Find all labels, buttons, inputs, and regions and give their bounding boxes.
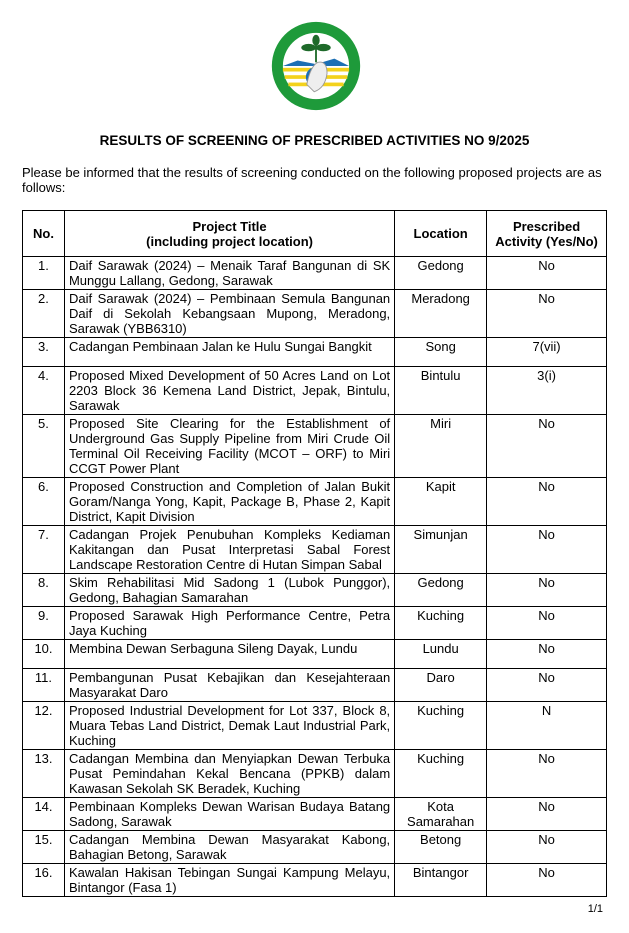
prescribed-activity: No xyxy=(486,830,607,864)
project-title: Cadangan Membina Dewan Masyarakat Kabong… xyxy=(63,830,396,864)
prescribed-activity: No xyxy=(486,289,607,338)
table-row: 15. Cadangan Membina Dewan Masyarakat Kab… xyxy=(22,830,607,864)
row-number: 1. xyxy=(22,256,65,290)
row-number: 15. xyxy=(22,830,65,864)
intro-text: Please be informed that the results of s… xyxy=(22,165,602,195)
location: Kuching xyxy=(394,701,488,750)
prescribed-activity: N xyxy=(486,701,607,750)
table-row: 8. Skim Rehabilitasi Mid Sadong 1 (Lubok … xyxy=(22,573,607,607)
row-number: 10. xyxy=(22,639,65,669)
row-number: 9. xyxy=(22,606,65,640)
prescribed-activity: No xyxy=(486,477,607,526)
location: Song xyxy=(394,337,488,367)
header-no: No. xyxy=(22,210,65,257)
table-row: 5. Proposed Site Clearing for the Establi… xyxy=(22,414,607,478)
table-row: 13. Cadangan Membina dan Menyiapkan Dewan… xyxy=(22,749,607,798)
row-number: 13. xyxy=(22,749,65,798)
project-title: Membina Dewan Serbaguna Sileng Dayak, Lu… xyxy=(63,639,396,669)
project-title: Pembinaan Kompleks Dewan Warisan Budaya … xyxy=(63,797,396,831)
project-title: Kawalan Hakisan Tebingan Sungai Kampung … xyxy=(63,863,396,897)
project-title: Cadangan Membina dan Menyiapkan Dewan Te… xyxy=(63,749,396,798)
row-number: 11. xyxy=(22,668,65,702)
table-row: 10. Membina Dewan Serbaguna Sileng Dayak,… xyxy=(22,639,607,669)
document-title: RESULTS OF SCREENING OF PRESCRIBED ACTIV… xyxy=(99,133,530,148)
project-title: Proposed Mixed Development of 50 Acres L… xyxy=(63,366,396,415)
project-title: Proposed Construction and Completion of … xyxy=(63,477,396,526)
prescribed-activity: No xyxy=(486,797,607,831)
table-row: 12. Proposed Industrial Development for L… xyxy=(22,701,607,750)
prescribed-activity: No xyxy=(486,749,607,798)
table-row: 7. Cadangan Projek Penubuhan Kompleks Ked… xyxy=(22,525,607,574)
row-number: 7. xyxy=(22,525,65,574)
location: Kuching xyxy=(394,606,488,640)
project-title: Daif Sarawak (2024) – Pembinaan Semula B… xyxy=(63,289,396,338)
header-location: Location xyxy=(394,210,488,257)
table-row: 9. Proposed Sarawak High Performance Cent… xyxy=(22,606,607,640)
table-row: 14. Pembinaan Kompleks Dewan Warisan Buda… xyxy=(22,797,607,831)
prescribed-activity: No xyxy=(486,668,607,702)
location: Daro xyxy=(394,668,488,702)
project-title: Proposed Industrial Development for Lot … xyxy=(63,701,396,750)
project-title: Proposed Site Clearing for the Establish… xyxy=(63,414,396,478)
prescribed-activity: No xyxy=(486,639,607,669)
header-prescribed-activity: Prescribed Activity (Yes/No) xyxy=(486,210,607,257)
lembaga-logo xyxy=(271,21,361,111)
prescribed-activity: No xyxy=(486,414,607,478)
row-number: 4. xyxy=(22,366,65,415)
row-number: 12. xyxy=(22,701,65,750)
location: Bintangor xyxy=(394,863,488,897)
header-project-title: Project Title (including project location… xyxy=(63,210,396,257)
project-title: Cadangan Pembinaan Jalan ke Hulu Sungai … xyxy=(63,337,396,367)
table-row: 16. Kawalan Hakisan Tebingan Sungai Kampu… xyxy=(22,863,607,897)
table-row: 2. Daif Sarawak (2024) – Pembinaan Semula… xyxy=(22,289,607,338)
prescribed-activity: No xyxy=(486,573,607,607)
table-row: 4. Proposed Mixed Development of 50 Acres… xyxy=(22,366,607,415)
row-number: 16. xyxy=(22,863,65,897)
location: Simunjan xyxy=(394,525,488,574)
prescribed-activity: No xyxy=(486,606,607,640)
location: Gedong xyxy=(394,256,488,290)
prescribed-activity: 7(vii) xyxy=(486,337,607,367)
location: Miri xyxy=(394,414,488,478)
table-row: 11. Pembangunan Pusat Kebajikan dan Kesej… xyxy=(22,668,607,702)
location: Meradong xyxy=(394,289,488,338)
row-number: 8. xyxy=(22,573,65,607)
prescribed-activity: No xyxy=(486,525,607,574)
location: Bintulu xyxy=(394,366,488,415)
row-number: 14. xyxy=(22,797,65,831)
row-number: 3. xyxy=(22,337,65,367)
prescribed-activity: No xyxy=(486,256,607,290)
screening-results-table: No. Project Title (including project loca… xyxy=(22,210,607,897)
prescribed-activity: No xyxy=(486,863,607,897)
table-row: 3. Cadangan Pembinaan Jalan ke Hulu Sunga… xyxy=(22,337,607,367)
location: Kota Samarahan xyxy=(394,797,488,831)
prescribed-activity: 3(i) xyxy=(486,366,607,415)
table-header-row: No. Project Title (including project loca… xyxy=(22,210,607,257)
location: Kapit xyxy=(394,477,488,526)
project-title: Cadangan Projek Penubuhan Kompleks Kedia… xyxy=(63,525,396,574)
location: Gedong xyxy=(394,573,488,607)
project-title: Proposed Sarawak High Performance Centre… xyxy=(63,606,396,640)
row-number: 5. xyxy=(22,414,65,478)
project-title: Daif Sarawak (2024) – Menaik Taraf Bangu… xyxy=(63,256,396,290)
project-title: Pembangunan Pusat Kebajikan dan Kesejaht… xyxy=(63,668,396,702)
location: Lundu xyxy=(394,639,488,669)
location: Kuching xyxy=(394,749,488,798)
project-title: Skim Rehabilitasi Mid Sadong 1 (Lubok Pu… xyxy=(63,573,396,607)
table-row: 6. Proposed Construction and Completion o… xyxy=(22,477,607,526)
page-number: 1/1 xyxy=(587,903,603,915)
row-number: 2. xyxy=(22,289,65,338)
location: Betong xyxy=(394,830,488,864)
row-number: 6. xyxy=(22,477,65,526)
table-row: 1. Daif Sarawak (2024) – Menaik Taraf Ban… xyxy=(22,256,607,290)
